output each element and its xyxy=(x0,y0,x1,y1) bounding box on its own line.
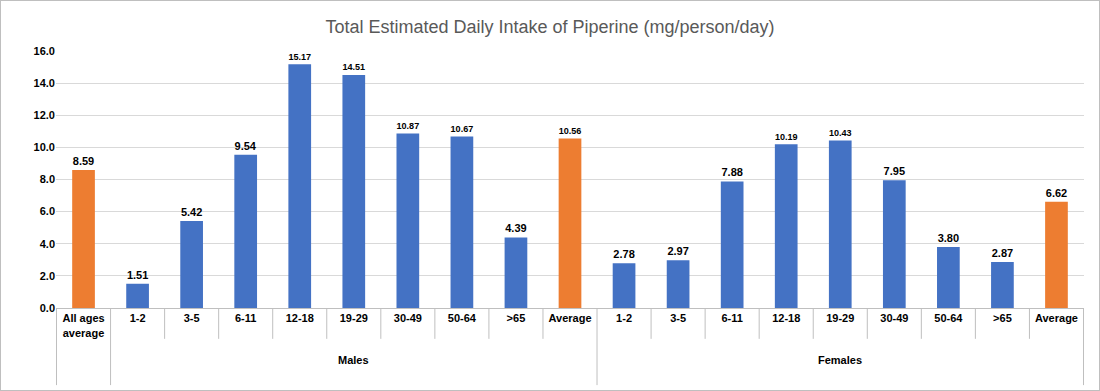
svg-text:30-49: 30-49 xyxy=(394,312,422,324)
svg-text:12.0: 12.0 xyxy=(34,109,55,121)
svg-text:6-11: 6-11 xyxy=(721,312,742,324)
svg-text:10.67: 10.67 xyxy=(451,124,474,134)
svg-text:10.43: 10.43 xyxy=(829,128,852,138)
svg-text:50-64: 50-64 xyxy=(448,312,477,324)
svg-text:5.42: 5.42 xyxy=(181,206,202,218)
svg-text:7.88: 7.88 xyxy=(721,166,742,178)
svg-text:8.59: 8.59 xyxy=(73,155,94,167)
svg-text:7.95: 7.95 xyxy=(884,165,905,177)
svg-text:12-18: 12-18 xyxy=(772,312,800,324)
svg-text:8.0: 8.0 xyxy=(40,173,55,185)
svg-text:2.0: 2.0 xyxy=(40,270,55,282)
svg-text:15.17: 15.17 xyxy=(288,52,311,62)
svg-text:Females: Females xyxy=(818,354,862,366)
svg-text:3.80: 3.80 xyxy=(938,232,959,244)
svg-text:>65: >65 xyxy=(507,312,526,324)
svg-text:16.0: 16.0 xyxy=(34,45,55,57)
svg-text:Males: Males xyxy=(338,354,369,366)
svg-text:19-29: 19-29 xyxy=(340,312,368,324)
svg-text:0.0: 0.0 xyxy=(40,302,55,314)
svg-text:2.87: 2.87 xyxy=(992,247,1013,259)
svg-text:10.19: 10.19 xyxy=(775,132,798,142)
svg-text:10.56: 10.56 xyxy=(559,126,582,136)
svg-text:1-2: 1-2 xyxy=(616,312,632,324)
svg-text:1.51: 1.51 xyxy=(127,269,148,281)
svg-text:10.0: 10.0 xyxy=(34,141,55,153)
svg-text:4.0: 4.0 xyxy=(40,238,55,250)
svg-text:All agesaverage: All agesaverage xyxy=(62,312,104,338)
svg-text:12-18: 12-18 xyxy=(286,312,314,324)
svg-text:10.87: 10.87 xyxy=(397,121,420,131)
svg-text:4.39: 4.39 xyxy=(505,222,526,234)
svg-text:2.97: 2.97 xyxy=(667,245,688,257)
svg-text:14.0: 14.0 xyxy=(34,77,55,89)
svg-text:30-49: 30-49 xyxy=(880,312,908,324)
svg-text:6.0: 6.0 xyxy=(40,205,55,217)
svg-text:6-11: 6-11 xyxy=(235,312,256,324)
svg-text:3-5: 3-5 xyxy=(670,312,686,324)
svg-text:9.54: 9.54 xyxy=(235,140,257,152)
svg-text:19-29: 19-29 xyxy=(826,312,854,324)
svg-text:Average: Average xyxy=(548,312,591,324)
svg-text:50-64: 50-64 xyxy=(934,312,963,324)
svg-text:14.51: 14.51 xyxy=(342,62,365,72)
svg-text:Average: Average xyxy=(1035,312,1078,324)
svg-text:Total Estimated Daily Intake o: Total Estimated Daily Intake of Piperine… xyxy=(325,17,774,37)
svg-text:>65: >65 xyxy=(993,312,1012,324)
svg-text:3-5: 3-5 xyxy=(184,312,200,324)
svg-text:6.62: 6.62 xyxy=(1046,187,1067,199)
svg-text:1-2: 1-2 xyxy=(130,312,146,324)
svg-text:2.78: 2.78 xyxy=(613,248,634,260)
